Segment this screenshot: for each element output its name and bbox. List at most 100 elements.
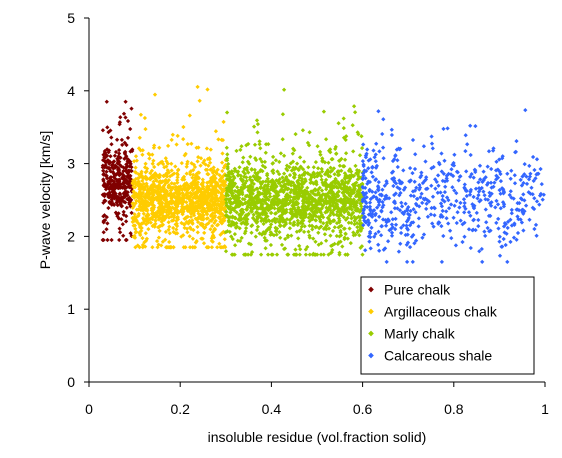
data-point xyxy=(171,193,177,199)
data-point xyxy=(258,252,264,257)
data-point xyxy=(186,197,192,202)
data-point xyxy=(220,168,225,174)
data-point xyxy=(305,171,310,176)
data-point xyxy=(281,153,287,158)
data-point xyxy=(153,177,158,182)
data-point xyxy=(218,245,223,250)
data-point xyxy=(444,216,449,221)
data-point xyxy=(287,172,293,178)
data-point xyxy=(540,197,545,202)
data-point xyxy=(379,208,384,213)
data-point xyxy=(216,203,221,208)
data-point xyxy=(197,98,202,103)
data-point xyxy=(101,164,106,169)
data-point xyxy=(216,137,221,142)
data-point xyxy=(105,221,110,226)
data-point xyxy=(210,211,215,216)
data-point xyxy=(174,227,179,232)
data-point xyxy=(175,133,180,139)
data-point xyxy=(249,249,255,255)
data-point xyxy=(263,142,269,147)
data-point xyxy=(447,228,453,233)
data-point xyxy=(153,218,158,223)
data-point xyxy=(440,208,445,214)
data-point xyxy=(249,230,254,235)
data-point xyxy=(101,171,106,177)
data-point xyxy=(157,185,162,190)
data-point xyxy=(207,160,213,165)
data-point xyxy=(187,225,193,230)
data-point xyxy=(190,175,195,180)
data-point xyxy=(449,235,454,241)
data-point xyxy=(167,231,172,236)
data-point xyxy=(193,216,198,221)
data-point xyxy=(352,110,358,115)
data-point xyxy=(214,188,220,194)
data-point xyxy=(471,175,476,180)
data-point xyxy=(521,228,526,233)
data-point xyxy=(486,149,492,154)
data-point xyxy=(398,230,404,236)
data-point xyxy=(343,151,349,156)
data-point xyxy=(515,230,521,236)
data-point xyxy=(297,155,303,160)
data-point xyxy=(140,245,145,250)
data-point xyxy=(483,233,488,239)
data-point xyxy=(497,234,502,239)
data-point xyxy=(468,152,473,158)
data-point xyxy=(293,247,298,252)
data-point xyxy=(416,216,422,221)
data-point xyxy=(129,168,134,174)
data-point xyxy=(213,184,218,190)
data-point xyxy=(496,226,501,231)
data-point xyxy=(119,198,125,204)
data-point xyxy=(219,137,224,143)
data-point xyxy=(123,115,128,120)
data-point xyxy=(141,181,146,187)
data-point xyxy=(128,177,133,182)
data-point xyxy=(496,216,501,222)
data-point xyxy=(410,259,415,265)
x-axis-title: insoluble residue (vol.fraction solid) xyxy=(208,429,427,445)
data-point xyxy=(154,238,160,244)
data-point xyxy=(338,228,343,233)
data-point xyxy=(212,220,217,226)
data-point xyxy=(258,146,263,151)
data-point xyxy=(522,161,527,167)
data-point xyxy=(149,206,154,211)
data-point xyxy=(226,193,231,198)
data-point xyxy=(186,185,191,190)
data-point xyxy=(279,242,285,248)
data-point xyxy=(184,191,190,196)
data-point xyxy=(175,214,180,220)
data-point xyxy=(229,169,234,174)
data-point xyxy=(389,127,394,132)
data-point xyxy=(195,159,200,164)
data-point xyxy=(462,182,467,187)
data-point xyxy=(105,237,110,243)
data-point xyxy=(332,172,337,177)
data-point xyxy=(132,169,138,175)
legend-label-marly-chalk: Marly chalk xyxy=(384,326,456,342)
data-point xyxy=(103,184,108,189)
data-point xyxy=(169,201,174,206)
data-point xyxy=(430,146,435,151)
data-point xyxy=(301,159,307,164)
data-point xyxy=(277,159,282,165)
data-point xyxy=(102,192,107,197)
data-point xyxy=(482,229,487,234)
data-point xyxy=(446,206,452,211)
data-point xyxy=(129,164,134,170)
data-point xyxy=(169,161,174,166)
data-point xyxy=(455,210,460,215)
data-point xyxy=(117,120,123,125)
data-point xyxy=(117,192,123,197)
data-point xyxy=(334,151,339,157)
data-point xyxy=(195,84,200,90)
data-point xyxy=(420,200,425,206)
data-point xyxy=(161,194,166,200)
data-point xyxy=(208,147,213,152)
data-point xyxy=(150,182,155,188)
data-point xyxy=(527,217,532,222)
